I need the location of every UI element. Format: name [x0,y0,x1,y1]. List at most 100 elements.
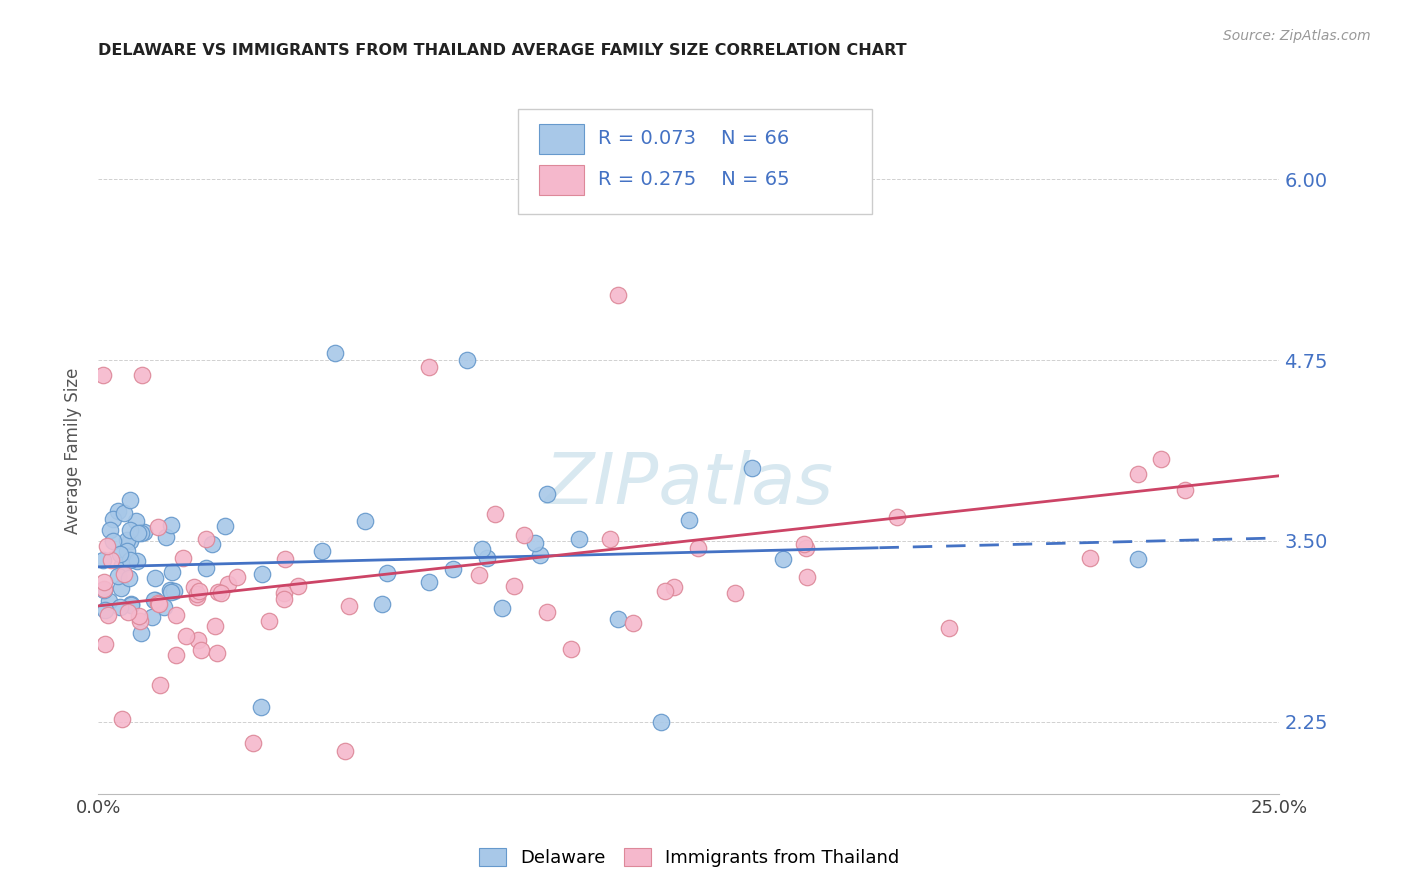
Point [606,288,628,302]
Point [1126,467,1149,482]
Point [468,568,491,582]
Point [93,582,115,596]
Point [471,541,494,556]
Point [274,552,297,566]
Point [938,621,960,635]
Point [190,643,212,657]
Point [111,558,134,572]
Point [163,584,186,599]
Point [560,642,582,657]
Point [195,532,218,546]
Point [796,541,818,555]
Point [772,552,794,566]
Point [724,586,747,600]
Point [132,524,155,539]
Point [207,646,229,660]
Point [141,609,163,624]
Point [153,600,176,615]
Point [120,492,142,507]
Point [148,598,170,612]
Point [512,528,534,542]
Point [110,581,132,595]
Point [793,537,815,551]
Point [101,533,124,548]
Y-axis label: Average Family Size: Average Family Size [65,368,83,533]
Point [160,584,183,599]
Point [118,553,141,567]
Point [371,597,394,611]
Legend: Delaware, Immigrants from Thailand: Delaware, Immigrants from Thailand [471,840,907,874]
Point [441,562,464,576]
Point [354,514,377,528]
Point [333,743,356,757]
Point [502,578,524,592]
Point [100,553,122,567]
Point [155,530,177,544]
Point [214,519,236,533]
Point [568,532,591,546]
Point [127,526,149,541]
Point [108,599,131,614]
Point [207,584,229,599]
Point [273,586,295,600]
Point [93,637,115,651]
Point [536,605,558,619]
Point [98,594,121,608]
Point [146,596,169,610]
Text: R = 0.073    N = 66: R = 0.073 N = 66 [598,129,789,148]
Point [257,614,280,628]
Point [529,548,551,562]
Point [477,551,499,566]
Point [242,736,264,750]
Point [107,569,129,583]
Point [741,461,763,475]
Point [323,346,346,360]
Point [172,551,194,566]
Point [128,609,150,624]
Point [93,582,115,597]
Text: DELAWARE VS IMMIGRANTS FROM THAILAND AVERAGE FAMILY SIZE CORRELATION CHART: DELAWARE VS IMMIGRANTS FROM THAILAND AVE… [98,43,907,58]
Point [418,575,440,590]
Point [149,678,172,692]
Point [143,593,166,607]
Point [111,712,134,726]
Point [162,566,184,580]
Point [287,579,309,593]
Point [124,514,146,528]
Point [117,605,139,619]
Point [217,577,239,591]
Bar [517,109,872,213]
Point [187,584,209,599]
Point [201,536,224,550]
Point [159,582,181,597]
Point [165,608,187,623]
Point [204,619,226,633]
FancyBboxPatch shape [538,123,583,153]
Point [536,486,558,500]
Point [250,700,273,714]
Point [337,599,360,613]
Point [650,714,672,729]
Point [131,368,153,382]
Point [125,554,148,568]
Point [145,571,167,585]
Point [128,615,150,629]
Point [112,566,135,581]
Point [118,533,141,548]
Point [115,533,138,548]
Point [131,525,153,540]
Text: R = 0.275    N = 65: R = 0.275 N = 65 [598,170,790,189]
Point [120,597,142,611]
Point [886,510,908,524]
Point [311,544,333,558]
Point [621,615,644,630]
Point [96,539,118,553]
Point [146,520,169,534]
Point [688,541,710,555]
Point [375,566,398,581]
Point [194,561,217,575]
Point [115,544,138,558]
Point [654,584,676,599]
Text: Source: ZipAtlas.com: Source: ZipAtlas.com [1223,29,1371,43]
FancyBboxPatch shape [538,165,583,195]
